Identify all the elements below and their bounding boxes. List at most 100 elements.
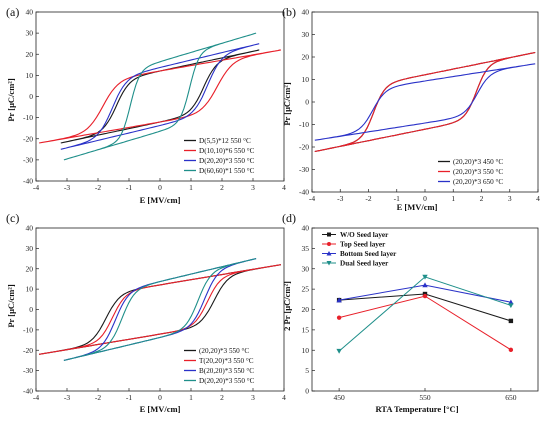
y-tick-label: 35 — [302, 244, 310, 253]
y-tick-label: 0 — [305, 387, 309, 396]
triangle-down-marker — [326, 261, 332, 266]
legend-label: Dual Seed layer — [340, 260, 389, 268]
y-tick-label: -30 — [23, 155, 33, 164]
panel-label-a: (a) — [6, 5, 19, 19]
panel-label-c: (c) — [6, 211, 19, 225]
x-tick-label: 0 — [423, 194, 427, 203]
x-tick-label: -3 — [64, 183, 70, 192]
y-tick-label: 15 — [302, 325, 310, 334]
triangle-up-marker — [508, 299, 514, 305]
y-tick-label: 40 — [26, 8, 34, 17]
x-tick-label: -3 — [337, 194, 343, 203]
x-tick-label: -1 — [126, 393, 132, 402]
circle-marker — [327, 242, 331, 246]
x-tick-label: 2 — [220, 183, 224, 192]
y-tick-label: 0 — [29, 92, 33, 101]
hysteresis-loop — [39, 264, 281, 355]
y-tick-label: 30 — [26, 29, 34, 38]
x-tick-label: -2 — [95, 183, 101, 192]
y-tick-label: 30 — [302, 264, 310, 273]
panel-label-d: (d) — [282, 211, 296, 225]
y-tick-label: 30 — [26, 244, 34, 253]
square-marker — [508, 318, 514, 324]
hysteresis-loop — [38, 49, 282, 144]
x-tick-label: -2 — [95, 393, 101, 402]
legend-label: Bottom Seed layer — [340, 250, 397, 258]
x-tick-label: 3 — [251, 393, 255, 402]
x-tick-label: 4 — [282, 393, 286, 402]
y-tick-label: 10 — [26, 285, 34, 294]
square-marker — [327, 232, 331, 237]
x-tick-label: 1 — [189, 183, 193, 192]
x-axis-title-d: RTA Temperature [°C] — [375, 404, 458, 414]
hysteresis-loop — [39, 264, 281, 355]
legend-label: (20,20)*3 550 °C — [453, 168, 503, 176]
plot-frame — [311, 11, 539, 193]
panel-label-b: (b) — [282, 5, 296, 19]
y-tick-label: 40 — [302, 224, 310, 233]
chart-panel-b: (b) E [MV/cm] Pr [μC/cm²] -4 -3 -2 -1 0 1 2 3 4-… — [282, 5, 540, 212]
y-tick-label: -30 — [299, 165, 309, 174]
circle-marker — [336, 315, 342, 320]
x-tick-label: 0 — [158, 183, 162, 192]
legend-label: T(20,20)*3 550 °C — [199, 357, 254, 365]
y-tick-label: -10 — [23, 325, 33, 334]
x-tick-label: -1 — [126, 183, 132, 192]
y-tick-label: -20 — [299, 143, 309, 152]
y-tick-label: -10 — [23, 113, 33, 122]
triangle-up-marker — [326, 251, 332, 256]
triangle-up-marker — [422, 282, 428, 288]
x-tick-label: 4 — [282, 183, 286, 192]
x-tick-label: -4 — [33, 183, 39, 192]
legend-label: D(5,5)*12 550 °C — [199, 137, 251, 145]
triangle-down-marker — [508, 303, 514, 309]
plot-frame — [35, 11, 285, 182]
hysteresis-loop — [63, 32, 257, 161]
y-tick-label: 5 — [305, 366, 309, 375]
x-tick-label: 1 — [451, 194, 455, 203]
chart-panel-d: (d) RTA Temperature [°C] 2 Pr [μC/cm²] 4… — [282, 211, 539, 414]
y-tick-label: -20 — [23, 346, 33, 355]
y-tick-label: -40 — [23, 387, 33, 396]
x-tick-label: -1 — [394, 194, 400, 203]
legend-label: D(20,20)*3 550 °C — [199, 157, 255, 165]
y-tick-label: 20 — [26, 264, 34, 273]
x-tick-label: 2 — [480, 194, 484, 203]
y-tick-label: -10 — [299, 120, 309, 129]
legend-label: B(20,20)*3 550 °C — [199, 367, 254, 375]
x-tick-label: 4 — [536, 194, 540, 203]
y-axis-title-b: Pr [μC/cm²] — [282, 82, 292, 125]
y-tick-label: 20 — [302, 53, 310, 62]
legend-label: (20,20)*3 450 °C — [453, 158, 503, 166]
x-tick-label: -2 — [365, 194, 371, 203]
legend-label: D(60,60)*1 550 °C — [199, 167, 255, 175]
y-tick-label: 25 — [302, 285, 310, 294]
x-axis-title-a: E [MV/cm] — [140, 195, 181, 205]
triangle-down-marker — [336, 348, 342, 354]
y-tick-label: 20 — [26, 50, 34, 59]
y-tick-label: -20 — [23, 134, 33, 143]
y-tick-label: 40 — [26, 224, 34, 233]
hysteresis-loop — [60, 49, 260, 144]
legend-label: (20,20)*3 550 °C — [199, 347, 249, 355]
hysteresis-loop — [314, 51, 536, 153]
x-tick-label: -4 — [33, 393, 39, 402]
y-tick-label: 0 — [305, 98, 309, 107]
circle-marker — [422, 293, 428, 299]
legend-label: D(10,10)*6 550 °C — [199, 147, 255, 155]
circle-marker — [508, 347, 514, 353]
x-tick-label: 650 — [505, 393, 517, 402]
y-tick-label: -40 — [299, 188, 309, 197]
y-tick-label: 20 — [302, 305, 310, 314]
x-tick-label: -4 — [309, 194, 315, 203]
chart-panel-a: (a) E [MV/cm] Pr [μC/cm²] -4 -3 -2 -1 0 1 2 3 4-… — [6, 5, 286, 205]
y-tick-label: 0 — [29, 305, 33, 314]
y-tick-label: -30 — [23, 366, 33, 375]
x-tick-label: 0 — [158, 393, 162, 402]
y-axis-title-c: Pr [μC/cm²] — [6, 284, 16, 327]
x-tick-label: 3 — [251, 183, 255, 192]
legend-label: Top Seed layer — [340, 241, 386, 249]
x-axis-title-c: E [MV/cm] — [140, 404, 181, 414]
hysteresis-loop — [314, 51, 536, 153]
